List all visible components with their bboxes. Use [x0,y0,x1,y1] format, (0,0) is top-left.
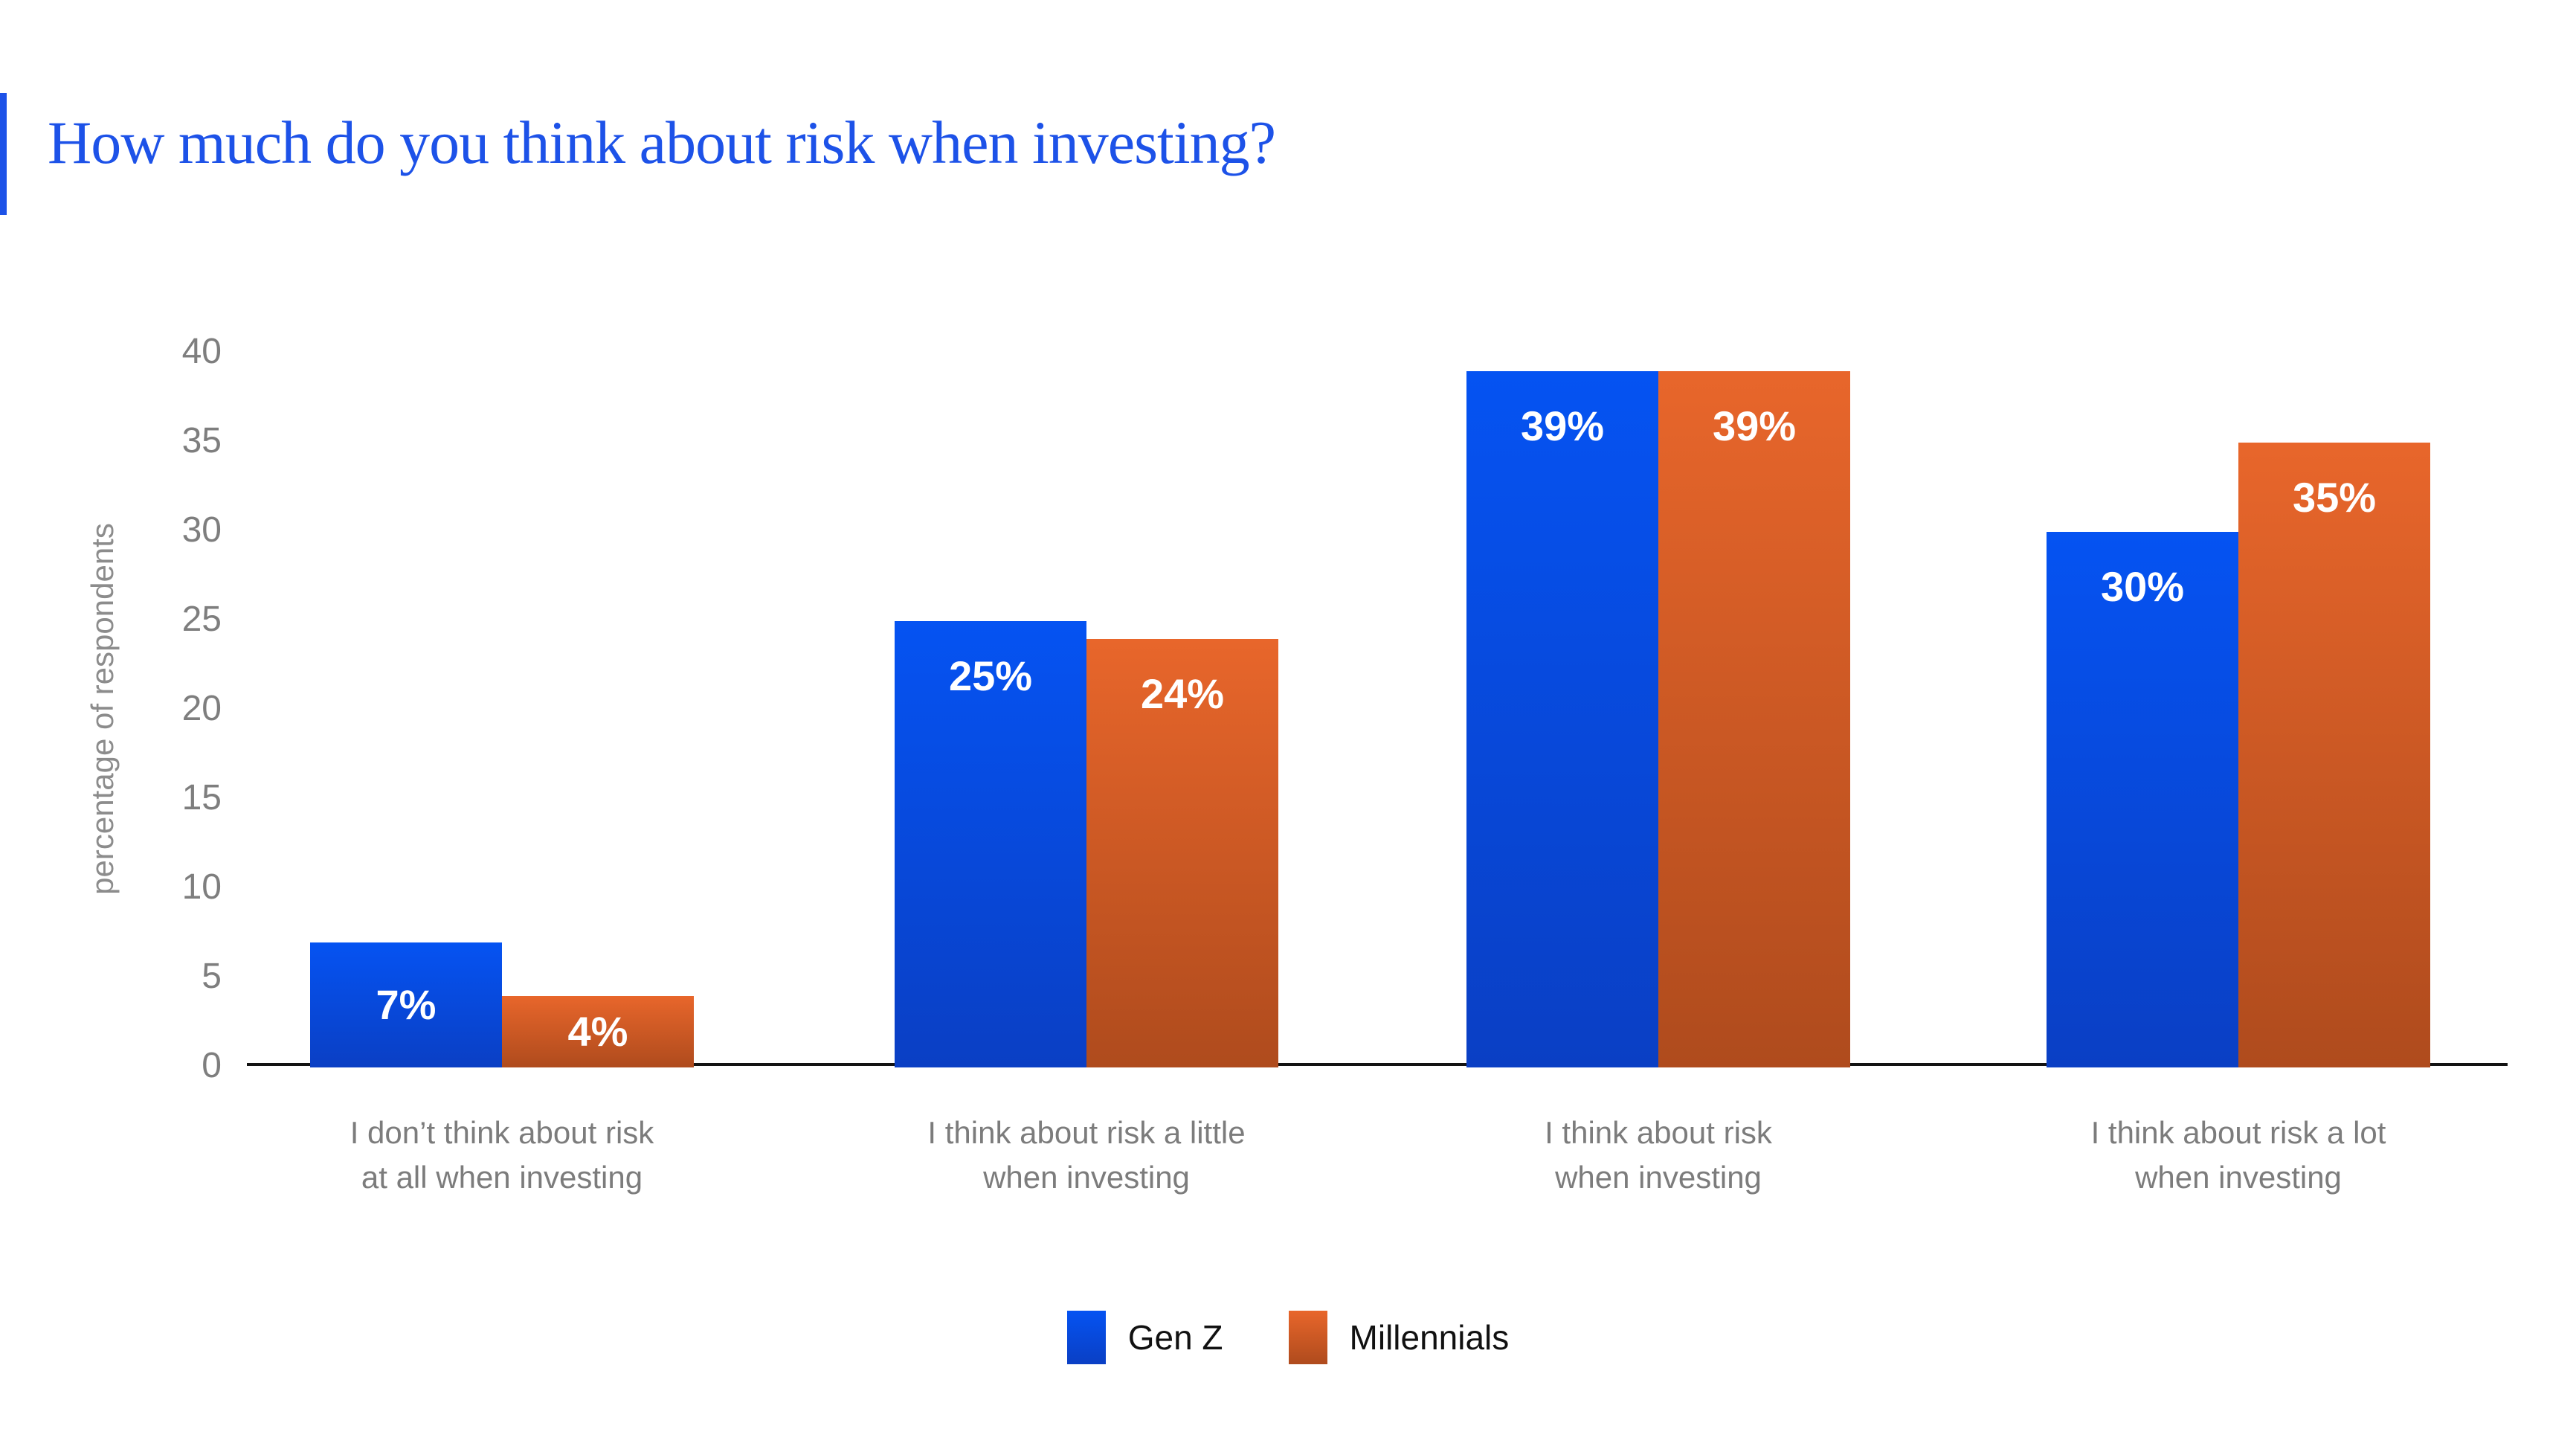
millennials-bar-3: 39% [1658,371,1850,1067]
category-label-3: I think about risk when investing [1545,1115,1772,1195]
millennials-bar-4: 35% [2238,443,2430,1067]
plot-area: 7% 4% I don’t think about risk at all when … [247,352,2508,1195]
bar-value-label: 25% [948,652,1033,699]
y-tick-label-35: 35 [181,421,222,460]
legend: Gen Z Millennials [0,1311,2576,1364]
bar-value-label: 4% [567,1008,628,1055]
bar-value-label: 35% [2292,474,2377,521]
bar-group-4: 30% 35% I think about risk a lot when inves… [2047,443,2430,1195]
y-tick-label-0: 0 [202,1046,222,1085]
category-label-4: I think about risk a lot when investing [2090,1115,2386,1195]
y-tick-label-15: 15 [181,778,222,818]
legend-swatch-millennials [1288,1311,1327,1364]
y-tick-label-25: 25 [181,600,222,639]
y-tick-label-20: 20 [181,689,222,728]
legend-swatch-gen-z [1066,1311,1106,1364]
gen-z-bar-3: 39% [1466,371,1658,1067]
millennials-bar-1: 4% [502,996,694,1067]
y-tick-label-5: 5 [202,957,222,996]
bar-value-label: 24% [1140,670,1225,717]
category-label-1: I don’t think about risk at all when inve… [350,1115,654,1195]
y-tick-label-10: 10 [181,867,222,907]
y-tick-label-30: 30 [181,510,222,550]
legend-item-millennials: Millennials [1288,1311,1510,1364]
legend-label: Gen Z [1127,1318,1223,1357]
millennials-bar-2: 24% [1086,639,1278,1067]
gen-z-bar-4: 30% [2047,532,2238,1067]
bar-value-label: 30% [2100,563,2185,610]
bar-group-3: 39% 39% I think about risk when investing [1466,371,1850,1195]
page-title: How much do you think about risk when in… [48,109,1276,176]
y-tick-label-40: 40 [181,332,222,371]
y-axis-title: percentage of respondents [85,523,120,895]
bar-value-label: 39% [1712,402,1797,449]
legend-label: Millennials [1349,1318,1510,1357]
title-accent-bar [0,93,7,215]
category-label-2: I think about risk a little when investin… [927,1115,1246,1195]
gen-z-bar-2: 25% [895,621,1086,1067]
x-axis-line [247,1063,2508,1066]
gen-z-bar-1: 7% [310,942,502,1067]
legend-item-gen-z: Gen Z [1066,1311,1223,1364]
bar-value-label: 7% [376,981,437,1028]
bar-group-2: 25% 24% I think about risk a little when in… [895,621,1278,1195]
bar-value-label: 39% [1520,402,1605,449]
bar-group-1: 7% 4% I don’t think about risk at all when … [310,942,694,1195]
